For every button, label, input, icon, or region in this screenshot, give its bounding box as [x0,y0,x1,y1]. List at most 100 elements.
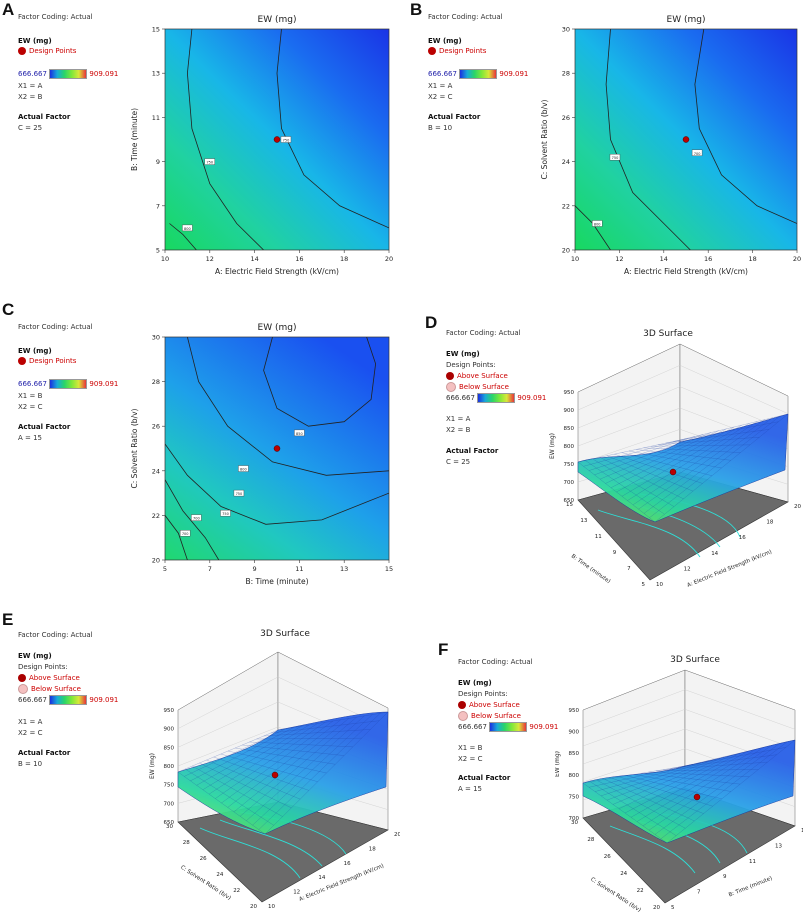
below-surface-icon [446,382,456,392]
x-tick-label: 20 [794,504,801,510]
floor-contour [609,825,696,874]
x-tick-label: 15 [801,828,803,834]
z-axis-label: EW (mg) [555,751,561,777]
above-surface-icon [446,372,454,380]
range-min: 666.667 [428,70,457,78]
floor-contour [199,827,301,879]
y-tick-label: 9 [156,158,160,166]
surface-mesh-line [252,714,373,826]
wall-grid-line [679,365,789,414]
surface-mesh-line [679,413,789,441]
actual-factor-value: B = 10 [428,124,453,132]
contour-label-box [182,224,193,232]
x-tick-label: 18 [369,846,376,852]
response-name: EW (mg) [18,652,52,660]
x-tick-label: 12 [293,890,300,896]
contour-label-box [280,136,292,143]
x-tick-label: 12 [206,255,214,263]
contour-line [187,337,389,476]
surface-mesh-line [627,423,750,501]
x-tick-label: 16 [704,255,712,263]
color-scale [477,393,516,403]
y-axis-label: C: Solvent Ratio (b/v) [179,865,231,902]
surface-mesh-line [641,773,741,785]
x-axis-label: A: Electric Field Strength (kV/cm) [686,549,772,589]
contour-line [276,29,389,229]
design-points-label: Design Points: [18,663,68,671]
surface-mesh-line [658,436,760,445]
contour-label-box [204,158,216,165]
contour-label-box [220,509,231,517]
x-tick-label: 10 [656,582,663,588]
x-tick-label: 16 [295,255,303,263]
surface-mesh-line [648,771,750,777]
surface-mesh-line [677,747,786,768]
panel-c-letter: C [2,300,15,319]
chart-title: 3D Surface [643,329,693,339]
z-tick-label: 950 [564,390,575,396]
contour-label: 800 [240,468,247,472]
actual-factor-value: B = 10 [18,760,43,768]
wall-grid-line [177,701,279,748]
y-tick-label: 5 [156,247,160,255]
contour-label: 750 [236,492,243,496]
panel-b-letter: B [410,0,423,19]
z-tick-label: 700 [564,480,575,486]
surface-mesh-line [240,717,357,817]
response-name: EW (mg) [428,37,462,45]
y-tick-label: 9 [613,550,617,556]
z-tick-label: 750 [564,462,575,468]
contour-label: 750 [206,161,213,165]
response-name: EW (mg) [18,37,52,45]
x2-factor: X2 = C [18,403,43,411]
factor-coding: Factor Coding: Actual [428,13,503,21]
contour-line [694,29,797,224]
x-tick-label: 14 [711,551,718,557]
below-surface-icon [18,684,28,694]
actual-factor-title: Actual Factor [18,749,71,757]
x1-factor: X1 = B [458,744,483,752]
x-tick-label: 13 [775,843,782,849]
x-tick-label: 20 [793,255,801,263]
z-tick-label: 850 [164,745,175,751]
contour-label: 800 [594,222,601,226]
chart-title: 3D Surface [670,655,720,665]
contour-label: 850 [296,432,303,436]
z-tick-label: 800 [569,773,580,779]
surface-mesh-line [246,715,365,821]
x2-factor: X2 = C [428,93,453,101]
x-tick-label: 12 [615,255,623,263]
y-tick-label: 28 [152,378,160,386]
z-tick-label: 750 [569,794,580,800]
x-tick-label: 7 [208,565,212,573]
factor-coding: Factor Coding: Actual [446,329,521,337]
contour-label: 750 [612,156,619,160]
range-max: 909.091 [499,70,529,78]
range-min: 666.667 [18,380,47,388]
x-tick-label: 18 [748,255,756,263]
surface-mesh-line [233,718,349,812]
contour-chart-a: EW (mg) 800 750 750 10 12 14 16 18 20 5 7 9 11 13 15 A: … [130,15,393,276]
y-tick-label: 20 [152,557,160,565]
response-name: EW (mg) [18,347,52,355]
y-tick-label: 28 [562,70,570,78]
color-scale [49,69,88,79]
below-surface-label: Below Surface [459,383,509,391]
surface-mesh-line [270,720,380,734]
x-tick-label: 9 [253,565,257,573]
factor-coding: Factor Coding: Actual [18,323,93,331]
z-axis-label: EW (mg) [149,753,156,779]
below-surface-icon [458,711,468,721]
contour-line [186,29,264,250]
wall-grid-line [582,748,686,783]
surface-mesh-line [621,425,742,497]
surface-mesh-line [277,711,389,731]
y-axis-label: C: Solvent Ratio (b/v) [589,877,641,914]
color-scale [49,695,88,705]
z-tick-label: 800 [164,764,175,770]
panel-f-letter: F [438,640,449,659]
contour-line [169,223,197,250]
design-points-label: Design Points [29,357,77,365]
contour-label: 750 [283,139,290,143]
y-tick-label: 22 [233,888,240,894]
